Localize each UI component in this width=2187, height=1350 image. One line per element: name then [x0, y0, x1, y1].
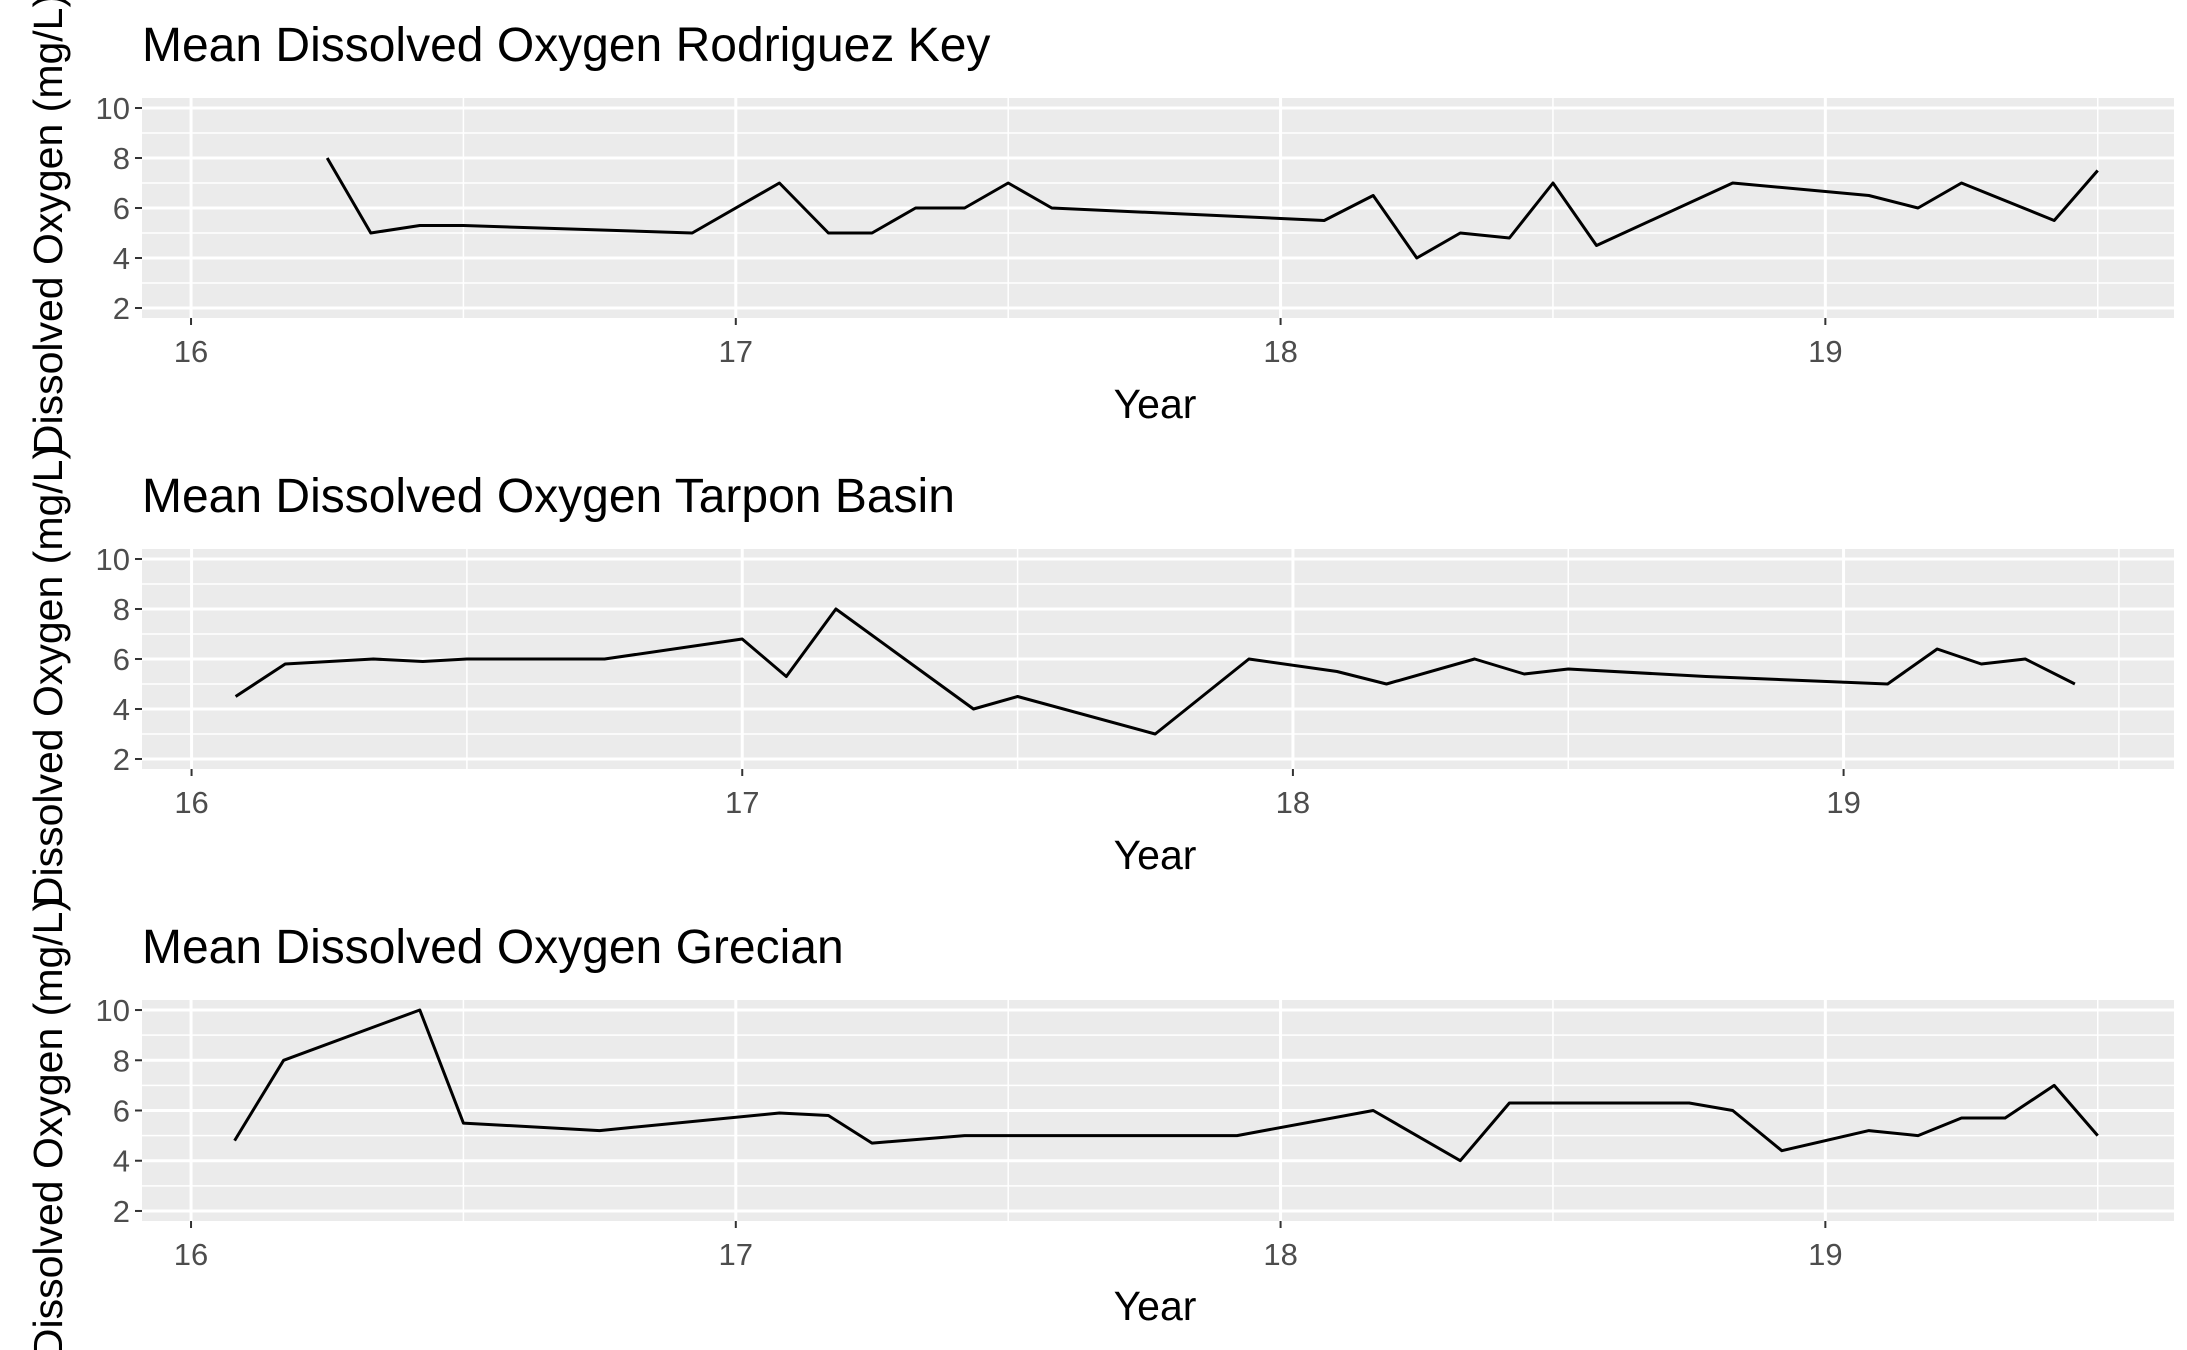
y-tick-label: 10: [96, 91, 130, 126]
panel-title: Mean Dissolved Oxygen Rodriguez Key: [142, 19, 990, 72]
x-tick-label: 16: [174, 785, 208, 820]
x-tick-label: 19: [1808, 1237, 1842, 1272]
y-tick-label: 6: [113, 191, 130, 226]
y-tick-label: 8: [113, 141, 130, 176]
panel-rodriguez-key: Mean Dissolved Oxygen Rodriguez Key Diss…: [25, 0, 2174, 454]
y-axis-title: Dissolved Oxygen (mg/L): [25, 0, 71, 454]
x-tick-label: 18: [1263, 1237, 1297, 1272]
x-axis-title: Year: [1114, 381, 1197, 427]
y-tick-label: 8: [113, 1043, 130, 1078]
x-tick-label: 18: [1263, 334, 1297, 369]
y-tick-label: 8: [113, 592, 130, 627]
x-axis-title: Year: [1114, 832, 1197, 878]
y-tick-label: 6: [113, 1094, 130, 1129]
panel-tarpon-basin: Mean Dissolved Oxygen Tarpon Basin Disso…: [25, 446, 2174, 906]
y-tick-label: 2: [113, 742, 130, 777]
x-tick-label: 17: [725, 785, 759, 820]
y-tick-label: 4: [113, 1144, 130, 1179]
panel-title: Mean Dissolved Oxygen Tarpon Basin: [142, 470, 955, 523]
x-tick-label: 17: [719, 1237, 753, 1272]
y-axis-title: Dissolved Oxygen (mg/L): [25, 446, 71, 906]
x-tick-label: 16: [174, 334, 208, 369]
y-tick-label: 10: [96, 542, 130, 577]
y-tick-label: 2: [113, 291, 130, 326]
panel-grecian: Mean Dissolved Oxygen Grecian Dissolved …: [25, 898, 2174, 1350]
series-line: [234, 607, 2076, 736]
y-tick-label: 4: [113, 692, 130, 727]
y-tick-label: 4: [113, 241, 130, 276]
y-tick-label: 10: [96, 993, 130, 1028]
x-axis-title: Year: [1114, 1283, 1197, 1329]
y-tick-label: 6: [113, 642, 130, 677]
y-tick-label: 2: [113, 1194, 130, 1229]
series-line: [325, 157, 2099, 260]
x-tick-label: 17: [719, 334, 753, 369]
x-tick-label: 18: [1276, 785, 1310, 820]
x-tick-label: 19: [1808, 334, 1842, 369]
x-tick-label: 16: [174, 1237, 208, 1272]
x-tick-label: 19: [1826, 785, 1860, 820]
panel-title: Mean Dissolved Oxygen Grecian: [142, 921, 844, 974]
series-line: [233, 1008, 2099, 1163]
y-axis-title: Dissolved Oxygen (mg/L): [25, 898, 71, 1350]
